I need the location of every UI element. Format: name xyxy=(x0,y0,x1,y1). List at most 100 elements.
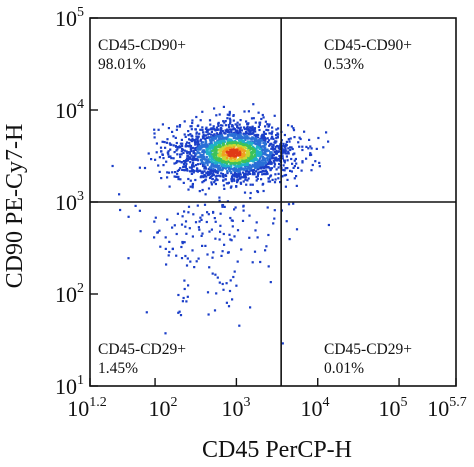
x-tick-label: 101.2 xyxy=(67,395,107,421)
event-dot xyxy=(239,142,242,145)
event-dot xyxy=(235,170,238,173)
event-dot xyxy=(253,155,256,158)
event-dot xyxy=(274,178,277,181)
event-dot xyxy=(206,152,209,155)
event-dot xyxy=(206,145,209,148)
event-dot xyxy=(243,191,247,194)
event-dot xyxy=(325,131,328,134)
event-dot xyxy=(181,300,184,303)
event-dot xyxy=(212,251,215,254)
event-dot xyxy=(204,143,207,146)
event-dot xyxy=(179,142,182,145)
event-dot xyxy=(244,160,247,164)
event-dot xyxy=(275,134,278,137)
event-dot xyxy=(118,193,121,196)
event-dot xyxy=(217,170,220,173)
event-dot xyxy=(256,190,259,193)
event-dot xyxy=(287,152,290,155)
event-dot xyxy=(188,145,191,148)
event-dot xyxy=(201,146,204,149)
event-dot xyxy=(204,193,207,196)
event-dot xyxy=(225,148,228,151)
event-dot xyxy=(209,167,212,170)
event-dot xyxy=(185,167,188,171)
event-dot xyxy=(209,175,212,178)
event-dot xyxy=(211,127,214,130)
event-dot xyxy=(243,146,246,149)
event-dot xyxy=(239,173,242,176)
event-dot xyxy=(233,171,236,174)
event-dot xyxy=(203,174,207,177)
event-dot xyxy=(221,124,224,127)
event-dot xyxy=(244,156,248,160)
y-tick-base: 10 xyxy=(55,98,77,123)
event-dot xyxy=(273,114,276,117)
event-dot xyxy=(155,142,158,145)
event-dot xyxy=(244,139,247,142)
event-dot xyxy=(195,152,198,155)
event-dot xyxy=(270,151,273,154)
event-dot xyxy=(284,149,287,153)
event-dot xyxy=(247,127,250,130)
event-dot xyxy=(233,208,236,211)
event-dot xyxy=(246,156,249,159)
event-dot xyxy=(301,145,304,148)
event-dot xyxy=(199,169,202,172)
event-dot xyxy=(243,157,246,160)
event-dot xyxy=(205,175,208,178)
event-dot xyxy=(186,169,189,172)
event-dot xyxy=(256,136,260,139)
event-dot xyxy=(215,132,218,135)
event-dot xyxy=(227,123,230,127)
event-dot xyxy=(166,138,169,141)
event-dot xyxy=(183,210,186,213)
event-dot xyxy=(259,156,262,159)
event-dot xyxy=(206,150,209,153)
event-dot xyxy=(175,232,178,236)
event-dot xyxy=(196,136,200,139)
event-dot xyxy=(251,147,254,150)
event-dot xyxy=(177,311,180,314)
event-dot xyxy=(250,169,253,172)
event-dot xyxy=(191,182,194,186)
event-dot xyxy=(270,162,273,165)
event-dot xyxy=(194,157,198,160)
event-dot xyxy=(286,159,289,162)
event-dot xyxy=(224,120,227,123)
event-dot xyxy=(168,142,171,145)
event-dot xyxy=(222,120,225,123)
event-dot xyxy=(138,166,141,169)
event-dot xyxy=(178,160,181,163)
event-dot xyxy=(261,161,265,164)
event-dot xyxy=(273,161,276,164)
event-dot xyxy=(223,150,227,153)
event-dot xyxy=(239,149,242,152)
event-dot xyxy=(281,152,284,155)
event-dot xyxy=(235,284,238,287)
event-dot xyxy=(238,123,241,126)
event-dot xyxy=(207,187,211,190)
event-dot xyxy=(188,157,191,160)
event-dot xyxy=(228,128,231,131)
event-dot xyxy=(203,167,206,170)
event-dot xyxy=(173,162,176,165)
event-dot xyxy=(179,167,182,170)
x-tick-base: 10 xyxy=(149,396,171,421)
event-dot xyxy=(227,305,231,308)
x-tick-base: 10 xyxy=(67,396,89,421)
event-dot xyxy=(256,154,259,157)
event-dot xyxy=(291,147,294,151)
event-dot xyxy=(167,171,171,174)
event-dot xyxy=(275,168,278,171)
event-dot xyxy=(208,132,211,135)
y-tick-label: 101 xyxy=(55,373,84,399)
event-dot xyxy=(208,158,211,161)
event-dot xyxy=(278,162,281,166)
event-dot xyxy=(318,165,321,168)
event-dot xyxy=(217,149,220,152)
event-dot xyxy=(281,155,284,158)
event-dot xyxy=(220,152,223,155)
event-dot xyxy=(266,157,269,160)
event-dot xyxy=(233,161,236,164)
event-dot xyxy=(165,160,168,163)
